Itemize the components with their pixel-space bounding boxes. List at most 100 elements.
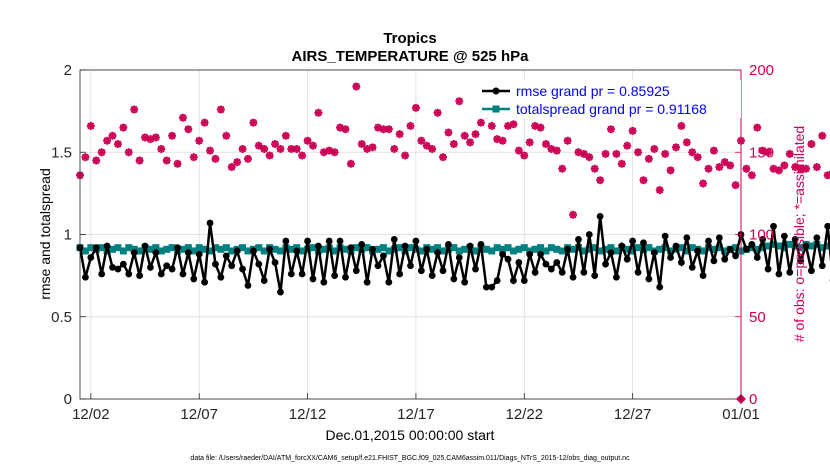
rmse-marker — [266, 245, 274, 253]
spread-marker — [688, 244, 696, 252]
rmse-marker — [726, 245, 734, 253]
spread-marker — [764, 242, 772, 250]
obs-assimilated-marker — [552, 146, 561, 155]
obs-assimilated-marker — [168, 131, 177, 140]
rmse-marker — [195, 250, 203, 258]
rmse-marker — [629, 237, 637, 245]
rmse-marker — [526, 250, 534, 258]
rmse-marker — [147, 264, 154, 271]
spread-marker — [515, 245, 523, 253]
rmse-marker — [808, 267, 815, 275]
obs-assimilated-marker — [135, 156, 144, 165]
spread-marker — [677, 244, 685, 252]
obs-assimilated-marker — [243, 154, 252, 163]
legend-spread-label: totalspread grand pr = 0.91168 — [516, 101, 707, 117]
obs-assimilated-marker — [330, 148, 339, 157]
obs-assimilated-marker — [644, 154, 653, 163]
rmse-marker — [656, 283, 664, 291]
obs-assimilated-marker — [688, 148, 697, 157]
spread-marker — [98, 244, 106, 252]
rmse-marker — [130, 249, 138, 256]
spread-marker — [114, 244, 122, 252]
rmse-marker — [791, 236, 799, 243]
obs-assimilated-marker — [265, 151, 274, 160]
rmse-marker — [493, 277, 501, 284]
obs-assimilated-marker — [178, 113, 187, 122]
rmse-marker — [293, 247, 301, 255]
spread-marker — [125, 244, 133, 252]
obs-assimilated-marker — [368, 143, 377, 152]
rmse-line — [78, 216, 830, 293]
y-tick-label-left: 1.5 — [51, 144, 72, 161]
y-axis-label-left: rmse and totalspread — [37, 168, 53, 300]
rmse-marker — [385, 278, 393, 286]
rmse-marker — [239, 265, 246, 273]
rmse-marker — [634, 268, 642, 276]
obs-assimilated-marker — [162, 156, 171, 165]
rmse-marker — [683, 234, 691, 242]
rmse-marker — [228, 262, 236, 270]
spread-marker — [276, 247, 284, 255]
spread-marker — [271, 245, 279, 253]
rmse-marker — [753, 254, 761, 261]
spread-marker — [298, 247, 306, 255]
obs-assimilated-marker — [276, 144, 285, 153]
spread-marker — [136, 247, 144, 255]
chart-subtitle: AIRS_TEMPERATURE @ 525 hPa — [292, 48, 530, 65]
obs-assimilated-marker — [504, 121, 513, 130]
x-tick-label: 12/27 — [614, 406, 652, 423]
y-tick-label-right: 50 — [749, 309, 766, 326]
spread-marker — [217, 245, 225, 253]
obs-assimilated-marker — [444, 128, 453, 137]
obs-assimilated-marker — [433, 108, 442, 117]
spread-marker — [163, 245, 171, 253]
obs-assimilated-marker — [780, 161, 789, 170]
obs-assimilated-marker — [336, 123, 345, 132]
obs-assimilated-marker — [774, 166, 783, 175]
spread-marker — [152, 244, 160, 252]
legend-rmse-label: rmse grand pr = 0.85925 — [516, 83, 670, 99]
spread-marker — [195, 244, 203, 252]
obs-assimilated-marker — [693, 153, 702, 162]
rmse-marker — [797, 257, 804, 265]
rmse-marker — [618, 242, 626, 250]
obs-assimilated-marker — [173, 159, 182, 168]
spread-marker — [824, 242, 830, 250]
obs-assimilated-marker — [742, 164, 751, 173]
rmse-marker — [547, 265, 555, 273]
spread-marker — [255, 244, 263, 252]
data-file-footer: data file: /Users/raeder/DAI/ATM_forcXX/… — [190, 455, 630, 462]
obs-assimilated-marker — [222, 131, 231, 140]
y-tick-label-left: 0.5 — [51, 309, 72, 326]
obs-assimilated-marker — [357, 140, 366, 149]
spread-marker — [493, 244, 501, 252]
spread-marker — [146, 245, 154, 253]
obs-assimilated-marker — [141, 133, 150, 142]
obs-assimilated-marker — [119, 123, 128, 132]
spread-marker — [645, 244, 653, 252]
obs-assimilated-marker — [281, 131, 290, 140]
obs-assimilated-marker — [466, 138, 475, 147]
rmse-marker — [358, 240, 366, 248]
rmse-marker — [314, 242, 322, 250]
obs-assimilated-marker — [325, 146, 334, 155]
spread-marker — [184, 244, 192, 252]
rmse-marker — [672, 242, 680, 250]
obs-assimilated-marker — [520, 151, 529, 160]
rmse-marker — [82, 273, 89, 281]
rmse-marker — [222, 252, 230, 260]
spread-marker — [374, 245, 382, 253]
rmse-marker — [520, 277, 528, 284]
obs-assimilated-marker — [574, 148, 583, 157]
rmse-marker — [678, 259, 685, 266]
obs-assimilated-marker — [200, 118, 209, 127]
rmse-marker — [764, 265, 772, 273]
obs-assimilated-marker — [498, 136, 507, 145]
spread-marker — [818, 244, 826, 252]
rmse-marker — [537, 250, 544, 258]
spread-marker — [531, 245, 539, 253]
rmse-marker — [645, 275, 653, 283]
rmse-marker — [818, 262, 826, 270]
obs-assimilated-marker — [758, 146, 767, 155]
obs-assimilated-marker — [531, 121, 540, 130]
